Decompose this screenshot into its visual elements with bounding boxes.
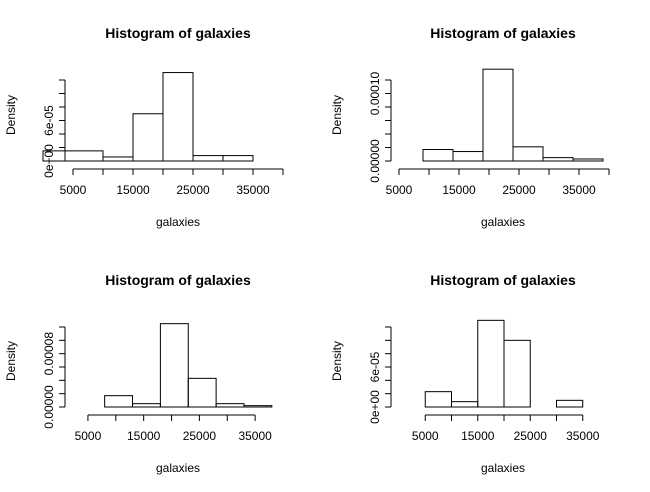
panel-2-ylabel: Density: [330, 95, 344, 135]
panel-2-bar-6: [572, 158, 604, 162]
panel-2-title: Histogram of galaxies: [430, 25, 576, 41]
panel-2-x-tick-label-5: 25000: [502, 183, 536, 197]
panel-1-title: Histogram of galaxies: [105, 25, 251, 41]
panel-1-bar-6: [222, 155, 254, 162]
panel-3-plot: 5000 15000 25000 35000 0.00000 0.00008: [42, 323, 273, 443]
panel-2-bar-2: [452, 151, 484, 162]
panel-1-bar-1: [42, 150, 104, 162]
panel-2-xlabel: galaxies: [481, 215, 525, 229]
panel-2-bar-3: [482, 68, 514, 162]
panel-4-x-tick-label-7: 35000: [566, 429, 600, 443]
panel-1-y-tick-label-4: 6e-05: [42, 105, 56, 136]
panel-3-bar-6: [215, 403, 245, 408]
panel-1: Histogram of galaxies galaxies Density 5…: [4, 25, 284, 229]
panel-3-x-tick-label-5: 25000: [183, 429, 217, 443]
panel-1-x-tick-label-7: 35000: [236, 183, 270, 197]
panel-1-bar-4: [162, 72, 194, 162]
panel-4: Histogram of galaxies galaxies Density 5…: [330, 272, 600, 475]
panel-3-y-tick-label-1: 0.00000: [42, 385, 56, 429]
panel-3-x-tick-label-3: 15000: [127, 429, 161, 443]
panel-1-xlabel: galaxies: [156, 215, 200, 229]
panel-2: Histogram of galaxies galaxies Density 5…: [330, 25, 610, 229]
panel-1-ylabel: Density: [4, 95, 18, 135]
panel-1-x-tick-label-1: 5000: [60, 183, 87, 197]
panel-4-bar-2: [424, 391, 452, 408]
panel-2-bar-4: [512, 146, 544, 162]
panel-4-bar-4: [477, 319, 505, 408]
panel-3-ylabel: Density: [4, 341, 18, 381]
panel-3-bar-7: [243, 405, 273, 408]
panel-2-y-tick-label-6: 0.00010: [368, 71, 382, 115]
panel-2-x-tick-label-1: 5000: [386, 183, 413, 197]
panel-4-bar-5: [503, 339, 531, 408]
panel-3-bar-5: [187, 377, 217, 408]
panel-4-plot: 5000 15000 25000 35000 0e+00 6e-05: [368, 319, 600, 443]
panel-3-bar-3: [132, 403, 161, 408]
panel-3-xlabel: galaxies: [156, 461, 200, 475]
panel-3: Histogram of galaxies galaxies Density 5…: [4, 272, 273, 475]
panel-1-bar-2: [102, 156, 134, 162]
panel-1-y-tick-label-1: 0e+00: [42, 144, 56, 178]
panel-4-ylabel: Density: [330, 341, 344, 381]
panel-3-y-tick-label-5: 0.00008: [42, 332, 56, 376]
panel-4-y-tick-label-1: 0e+00: [368, 390, 382, 424]
panel-3-bar-2: [104, 395, 134, 408]
panel-4-x-tick-label-5: 25000: [514, 429, 548, 443]
panel-3-x-tick-label-7: 35000: [238, 429, 272, 443]
panel-4-x-tick-label-3: 15000: [461, 429, 495, 443]
panel-1-x-tick-label-5: 25000: [176, 183, 210, 197]
panel-2-bar-1: [422, 149, 454, 162]
panel-1-x-tick-label-3: 15000: [116, 183, 150, 197]
panel-4-bar-7: [556, 399, 584, 408]
panel-1-bar-5: [192, 155, 224, 162]
panel-4-bar-3: [451, 401, 479, 408]
panel-2-bar-5: [542, 157, 574, 162]
panel-2-x-tick-label-7: 35000: [562, 183, 596, 197]
panel-3-bar-4: [159, 323, 189, 408]
panel-3-x-tick-label-1: 5000: [75, 429, 102, 443]
panel-2-x-tick-label-3: 15000: [442, 183, 476, 197]
panel-1-plot: 5000 15000 25000 35000 0e+00 6e-05: [42, 72, 284, 197]
panel-2-plot: 5000 15000 25000 35000 0.00000 0.00010: [368, 68, 610, 197]
panel-4-xlabel: galaxies: [481, 461, 525, 475]
panel-4-y-tick-label-4: 6e-05: [368, 351, 382, 382]
panel-1-bar-3: [132, 113, 164, 162]
panel-3-title: Histogram of galaxies: [105, 272, 251, 288]
panel-4-x-tick-label-1: 5000: [412, 429, 439, 443]
panel-4-title: Histogram of galaxies: [430, 272, 576, 288]
panel-2-y-tick-label-1: 0.00000: [368, 139, 382, 183]
